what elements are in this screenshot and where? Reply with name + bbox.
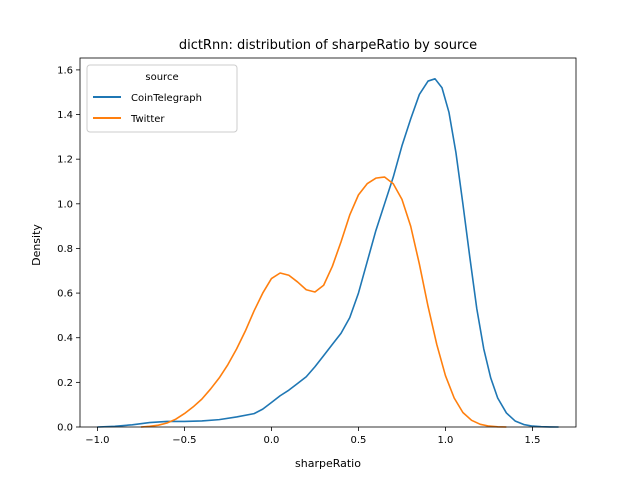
y-tick-label: 1.0	[57, 199, 73, 210]
density-line-twitter	[140, 176, 507, 428]
legend-frame	[86, 64, 238, 133]
plot-area: −1.0 −0.5 0.0 0.5 1.0 1.5 0.0 0.2 0.4 0.6 0.8 1.0 1.…	[57, 57, 577, 446]
y-tick-label: 0.0	[57, 423, 73, 434]
x-tick-label: 0.0	[263, 435, 279, 446]
y-tick-label: 0.4	[57, 333, 73, 344]
y-tick-label: 0.6	[57, 289, 73, 300]
x-tick-label: −1.0	[85, 435, 109, 446]
x-tick-label: 1.5	[525, 435, 541, 446]
legend-label-twitter: Twitter	[130, 114, 165, 125]
density-line-cointelegraph	[97, 78, 559, 428]
legend-label-cointelegraph: CoinTelegraph	[131, 93, 202, 104]
x-tick-label: −0.5	[172, 435, 196, 446]
legend: source CoinTelegraph Twitter	[86, 64, 238, 133]
x-axis-label: sharpeRatio	[295, 457, 361, 470]
y-tick-label: 0.8	[57, 244, 73, 255]
legend-title: source	[145, 72, 178, 83]
y-tick-label: 0.2	[57, 378, 73, 389]
x-tick-label: 1.0	[438, 435, 454, 446]
y-tick-label: 1.2	[57, 155, 73, 166]
y-axis-label: Density	[30, 224, 43, 266]
axes-frame	[79, 57, 577, 428]
y-tick-label: 1.6	[57, 65, 73, 76]
x-tick-label: 0.5	[351, 435, 367, 446]
y-tick-label: 1.4	[57, 110, 73, 121]
chart-title: dictRnn: distribution of sharpeRatio by …	[179, 38, 477, 53]
